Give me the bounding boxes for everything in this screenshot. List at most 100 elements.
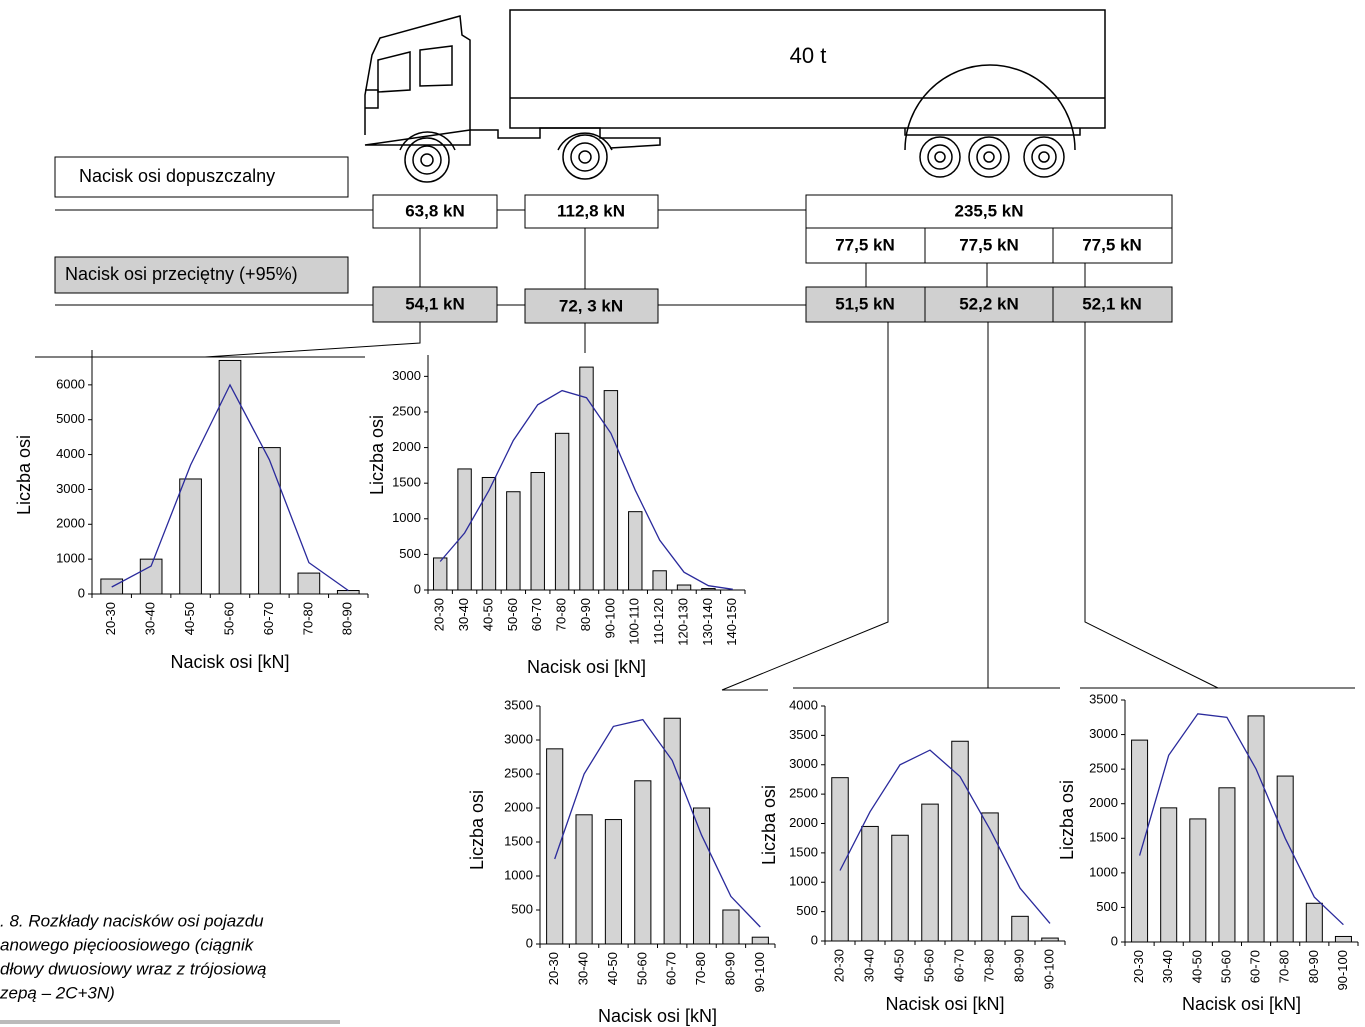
x-tick-label: 60-70 [951,949,966,982]
bar [677,585,690,590]
bar [433,558,446,590]
x-tick-label: 70-80 [554,598,569,631]
y-tick-label: 500 [1096,899,1118,914]
truck-label: 40 t [790,43,827,68]
bar [219,360,241,594]
caption-line: anowego pięcioosiowego (ciągnik [0,935,255,954]
y-axis-title: Liczba osi [1057,780,1077,860]
value-text: 63,8 kN [405,201,465,220]
y-tick-label: 2000 [789,815,818,830]
y-tick-label: 0 [78,585,85,600]
x-tick-label: 60-70 [529,598,544,631]
bar [1042,938,1059,941]
y-tick-label: 1500 [504,833,533,848]
value-text: 77,5 kN [959,235,1019,254]
x-tick-label: 40-50 [1189,950,1204,983]
bar [1277,776,1293,942]
bar [1335,936,1351,942]
x-tick-label: 80-90 [578,598,593,631]
bar [862,826,879,941]
value-text: 77,5 kN [835,235,895,254]
y-tick-label: 2500 [392,403,421,418]
value-text: 235,5 kN [955,201,1024,220]
x-tick-label: 40-50 [182,602,197,635]
y-tick-label: 1000 [56,551,85,566]
y-tick-label: 1000 [392,510,421,525]
bar [922,804,939,941]
y-axis-title: Liczba osi [367,415,387,495]
figure: 40 t Nacisk osi dopuszczalny 63,8 kN 112… [0,0,1365,1027]
x-tick-label: 20-30 [546,952,561,985]
bar [337,591,359,594]
y-tick-label: 2500 [504,765,533,780]
y-tick-label: 3000 [1089,726,1118,741]
bar [723,910,739,944]
x-tick-label: 30-40 [576,952,591,985]
bar [1248,716,1264,942]
bar [180,479,202,594]
caption-line: . 8. Rozkłady nacisków osi pojazdu [0,911,264,930]
x-tick-label: 50-60 [634,952,649,985]
caption-line: zepą – 2C+3N) [0,983,115,1002]
y-tick-label: 4000 [789,697,818,712]
bar [604,391,617,590]
x-tick-label: 30-40 [143,602,158,635]
bar [531,473,544,591]
y-tick-label: 2000 [504,799,533,814]
y-tick-label: 2000 [392,439,421,454]
bar [555,433,568,590]
x-tick-label: 40-50 [605,952,620,985]
value-text: 77,5 kN [1082,235,1142,254]
y-tick-label: 1500 [1089,830,1118,845]
y-axis-title: Liczba osi [14,435,34,515]
bar [1161,808,1177,942]
y-tick-label: 4000 [56,446,85,461]
bar [507,492,520,590]
x-axis-title: Nacisk osi [kN] [885,994,1004,1014]
x-tick-label: 70-80 [981,949,996,982]
y-tick-label: 1500 [392,475,421,490]
caption-line: dłowy dwuosiowy wraz z trójosiową [0,959,266,978]
x-tick-label: 140-150 [724,598,739,646]
x-tick-label: 60-70 [261,602,276,635]
bar [982,813,999,941]
x-tick-label: 60-70 [664,952,679,985]
y-axis-title: Liczba osi [467,790,487,870]
x-tick-label: 100-110 [627,598,642,645]
y-tick-label: 1000 [504,867,533,882]
x-tick-label: 90-100 [1041,949,1056,989]
x-tick-label: 70-80 [300,602,315,635]
bar [629,512,642,590]
bar [1219,788,1235,942]
y-tick-label: 3000 [789,756,818,771]
bar [1190,819,1206,942]
y-tick-label: 500 [796,903,818,918]
x-tick-label: 40-50 [480,598,495,631]
value-text: 72, 3 kN [559,296,623,315]
y-tick-label: 1000 [789,874,818,889]
caption-rule [0,1020,340,1024]
y-tick-label: 3000 [56,481,85,496]
x-tick-label: 40-50 [891,949,906,982]
bar [482,477,495,590]
y-tick-label: 500 [511,901,533,916]
x-tick-label: 30-40 [1160,950,1175,983]
y-tick-label: 5000 [56,411,85,426]
bar [547,749,563,944]
bar [605,820,621,944]
bar [458,469,471,590]
x-axis-title: Nacisk osi [kN] [598,1006,717,1026]
value-text: 54,1 kN [405,294,465,313]
x-tick-label: 20-30 [1131,950,1146,983]
x-axis-title: Nacisk osi [kN] [1182,994,1301,1014]
bar [693,808,709,944]
y-tick-label: 2500 [789,786,818,801]
bar [576,815,592,944]
y-tick-label: 3500 [504,697,533,712]
bar [1012,916,1029,941]
x-tick-label: 70-80 [693,952,708,985]
y-tick-label: 6000 [56,376,85,391]
bar [892,835,909,941]
x-axis-title: Nacisk osi [kN] [170,652,289,672]
y-tick-label: 0 [1111,933,1118,948]
